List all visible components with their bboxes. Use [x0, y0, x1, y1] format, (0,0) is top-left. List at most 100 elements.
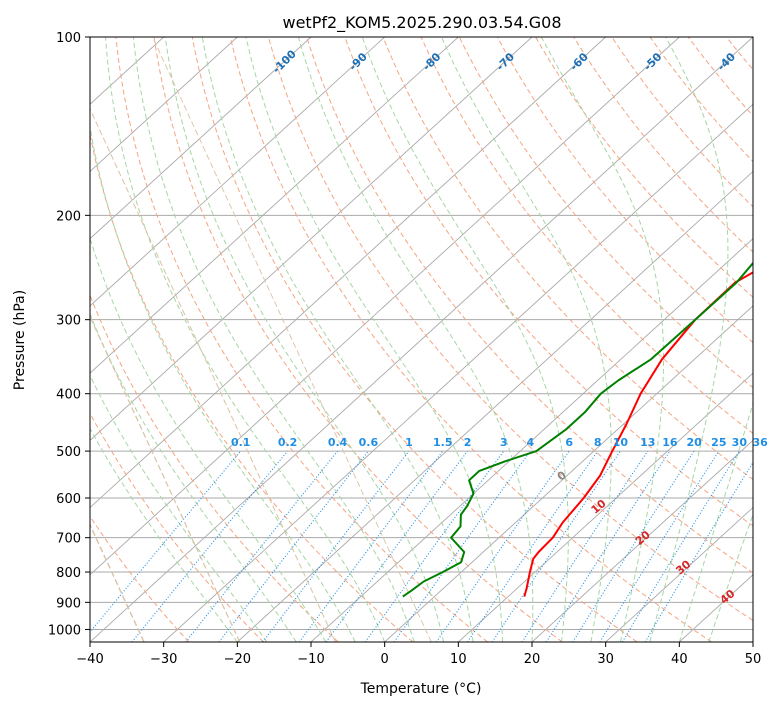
- dry-adiabat-line: [306, 37, 753, 574]
- x-tick-label: 30: [597, 652, 614, 667]
- mixing-ratio-line: [131, 450, 289, 642]
- isotherm-line: [90, 37, 459, 374]
- dry-adiabat-line: [611, 37, 753, 208]
- isotherm-line: [237, 170, 753, 642]
- dry-adiabat-line: [496, 37, 753, 344]
- y-tick-label: 500: [56, 445, 81, 460]
- saturation-background-line: [90, 523, 145, 642]
- moist-adiabat-line: [90, 123, 356, 642]
- moist-adiabat-line: [90, 236, 327, 642]
- mixing-ratio-line: [90, 450, 242, 633]
- mixing-ratio-line: [325, 450, 468, 642]
- isotherm-line: [384, 305, 753, 642]
- dry-adiabat-line: [382, 37, 753, 481]
- moist-adiabat-line: [164, 37, 445, 642]
- moist-adiabat-line: [441, 37, 612, 642]
- isotherm-line: [90, 37, 385, 307]
- isotherm-line: [458, 372, 753, 642]
- isotherm-line: [90, 37, 238, 173]
- mixing-ratio-label: 1.5: [433, 436, 453, 449]
- mixing-ratio-line: [621, 450, 740, 642]
- y-tick-label: 200: [56, 209, 81, 224]
- mixing-ratio-label: 4: [527, 436, 535, 449]
- dry-adiabat-line: [765, 37, 775, 642]
- y-tick-label: 300: [56, 314, 81, 329]
- moist-adiabat-line: [132, 37, 415, 642]
- mixing-ratio-line: [644, 461, 753, 642]
- dry-adiabat-line: [90, 131, 414, 642]
- dry-adiabat-line: [229, 37, 712, 642]
- dry-adiabat-line: [268, 37, 753, 622]
- moist-adiabat-line: [678, 401, 753, 642]
- dry-adiabat-line: [344, 37, 753, 527]
- moist-adiabat-label: 30: [673, 557, 693, 577]
- x-tick-label: 40: [671, 652, 688, 667]
- x-tick-label: −40: [76, 652, 103, 667]
- mixing-ratio-label: 20: [686, 436, 702, 449]
- saturation-background-line: [90, 315, 241, 642]
- moist-adiabat-line: [90, 427, 238, 642]
- background-grid: [90, 37, 775, 642]
- y-tick-label: 1000: [48, 623, 81, 638]
- dry-adiabat-line: [420, 37, 753, 434]
- moist-adiabat-line: [361, 37, 569, 642]
- isotherm-line: [90, 37, 680, 576]
- y-tick-label: 100: [56, 31, 81, 46]
- saturation-background-line: [152, 37, 432, 642]
- mixing-ratio-line: [262, 450, 410, 642]
- dry-adiabat-line: [90, 293, 339, 642]
- dewpoint-profile-line: [402, 260, 753, 598]
- x-tick-label: 50: [745, 652, 762, 667]
- moist-adiabat-line: [708, 513, 753, 642]
- moist-adiabat-line: [540, 37, 664, 642]
- mixing-ratio-line: [435, 450, 570, 642]
- dry-adiabat-line: [191, 37, 638, 642]
- isotherm-line: [90, 37, 312, 240]
- mixing-ratio-line: [364, 450, 505, 642]
- axes: −40 −30 −20 −10 0 10 20 30 40 5010020030040050060…: [48, 31, 761, 667]
- saturation-background-line: [90, 107, 336, 642]
- isotherm-line: [605, 506, 753, 642]
- mixing-ratio-line: [545, 450, 671, 642]
- mixing-ratio-line: [298, 450, 444, 642]
- dry-adiabat-line: [115, 37, 488, 642]
- mixing-ratio-label: 2: [464, 436, 472, 449]
- moist-adiabat-line: [297, 37, 534, 642]
- moist-adiabat-label: 20: [633, 528, 653, 548]
- y-axis-label: Pressure (hPa): [12, 290, 28, 390]
- mixing-ratio-line: [185, 450, 339, 642]
- mixing-ratio-label: 0.4: [328, 436, 348, 449]
- mixing-ratio-label: 16: [662, 436, 678, 449]
- mixing-ratio-label: 0.2: [278, 436, 298, 449]
- x-tick-label: −20: [224, 652, 251, 667]
- y-tick-label: 400: [56, 388, 81, 403]
- isotherm-line: [163, 103, 753, 642]
- x-axis-label: Temperature (°C): [360, 681, 482, 697]
- mixing-ratio-label: 1: [405, 436, 413, 449]
- dry-adiabat-line: [726, 37, 753, 71]
- mixing-ratio-label: 0.1: [231, 436, 251, 449]
- dry-adiabat-line: [458, 37, 753, 389]
- x-tick-label: 10: [450, 652, 467, 667]
- mixing-ratio-label: 6: [565, 436, 573, 449]
- moist-adiabat-line: [649, 37, 729, 642]
- mixing-ratio-label: 10: [613, 436, 629, 449]
- mixing-ratio-label: 3: [500, 436, 508, 449]
- x-tick-label: −10: [297, 652, 324, 667]
- isotherm-line: [531, 439, 753, 642]
- temperature-profile-line: [523, 271, 753, 597]
- y-tick-label: 900: [56, 596, 81, 611]
- dry-adiabat-line: [649, 37, 753, 163]
- y-tick-label: 800: [56, 566, 81, 581]
- sounding-profiles: [402, 260, 753, 598]
- y-tick-label: 600: [56, 492, 81, 507]
- moist-adiabat-line: [90, 312, 297, 642]
- x-tick-label: 0: [381, 652, 389, 667]
- mixing-ratio-line: [572, 450, 695, 642]
- mixing-ratio-line: [218, 450, 369, 642]
- mixing-ratio-line: [491, 450, 621, 642]
- chart-title: wetPf2_KOM5.2025.290.03.54.G08: [282, 13, 561, 33]
- moist-adiabat-line: [245, 37, 503, 642]
- moist-adiabat-line: [90, 374, 268, 642]
- mixing-ratio-label: 8: [594, 436, 602, 449]
